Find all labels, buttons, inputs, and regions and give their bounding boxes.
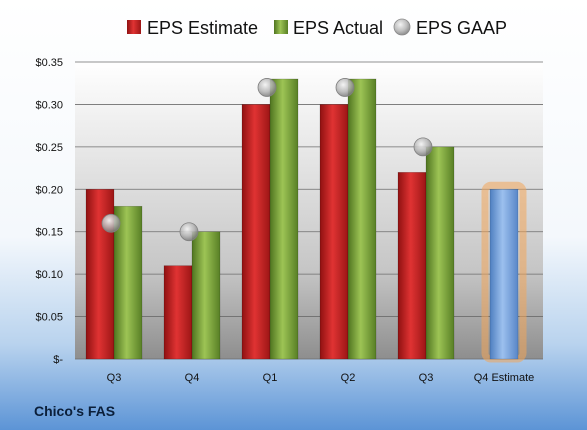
company-name: Chico's FAS	[34, 403, 115, 419]
legend-swatch-eps-estimate	[127, 20, 141, 34]
eps-actual-bar	[347, 78, 377, 360]
x-tick-label: Q3	[107, 372, 122, 384]
eps-gaap-marker	[413, 137, 433, 157]
bars	[85, 78, 527, 363]
y-tick-label: $0.05	[35, 312, 63, 324]
eps-estimate-bar	[163, 265, 193, 360]
legend: EPS Estimate EPS Actual EPS GAAP	[127, 18, 507, 38]
eps-actual-bar	[269, 78, 299, 360]
x-tick-label: Q1	[263, 372, 278, 384]
x-tick-label: Q4	[185, 372, 200, 384]
eps-actual-bar	[191, 231, 221, 360]
legend-swatch-eps-actual	[274, 20, 288, 34]
gaap-markers	[101, 78, 433, 242]
y-tick-label: $0.30	[35, 99, 63, 111]
q4-estimate-bar	[489, 188, 519, 360]
eps-gaap-marker	[101, 213, 121, 233]
legend-swatch-eps-gaap	[393, 18, 411, 36]
y-axis-ticks: $- $0.05 $0.10 $0.15 $0.20 $0.25 $0.30 $0.35	[35, 57, 63, 366]
y-tick-label: $0.20	[35, 184, 63, 196]
x-tick-label: Q4 Estimate	[474, 372, 535, 384]
x-tick-label: Q3	[419, 372, 434, 384]
y-tick-label: $0.15	[35, 227, 63, 239]
y-tick-label: $0.35	[35, 57, 63, 69]
eps-estimate-bar	[241, 104, 271, 360]
eps-estimate-bar	[319, 104, 349, 360]
eps-gaap-marker	[179, 222, 199, 242]
eps-gaap-marker	[335, 78, 355, 97]
eps-gaap-marker	[257, 78, 277, 97]
gridlines	[75, 61, 543, 360]
y-tick-label: $0.10	[35, 269, 63, 281]
y-tick-label: $0.25	[35, 142, 63, 154]
y-tick-label: $-	[53, 354, 63, 366]
x-axis-ticks: Q3 Q4 Q1 Q2 Q3 Q4 Estimate	[107, 372, 535, 384]
legend-label-eps-actual: EPS Actual	[293, 18, 383, 38]
eps-actual-bar	[113, 205, 143, 360]
legend-label-eps-estimate: EPS Estimate	[147, 18, 258, 38]
eps-actual-bar	[425, 146, 455, 360]
eps-estimate-bar	[397, 172, 427, 360]
legend-label-eps-gaap: EPS GAAP	[416, 18, 507, 38]
x-tick-label: Q2	[341, 372, 356, 384]
plot-area	[75, 62, 543, 359]
